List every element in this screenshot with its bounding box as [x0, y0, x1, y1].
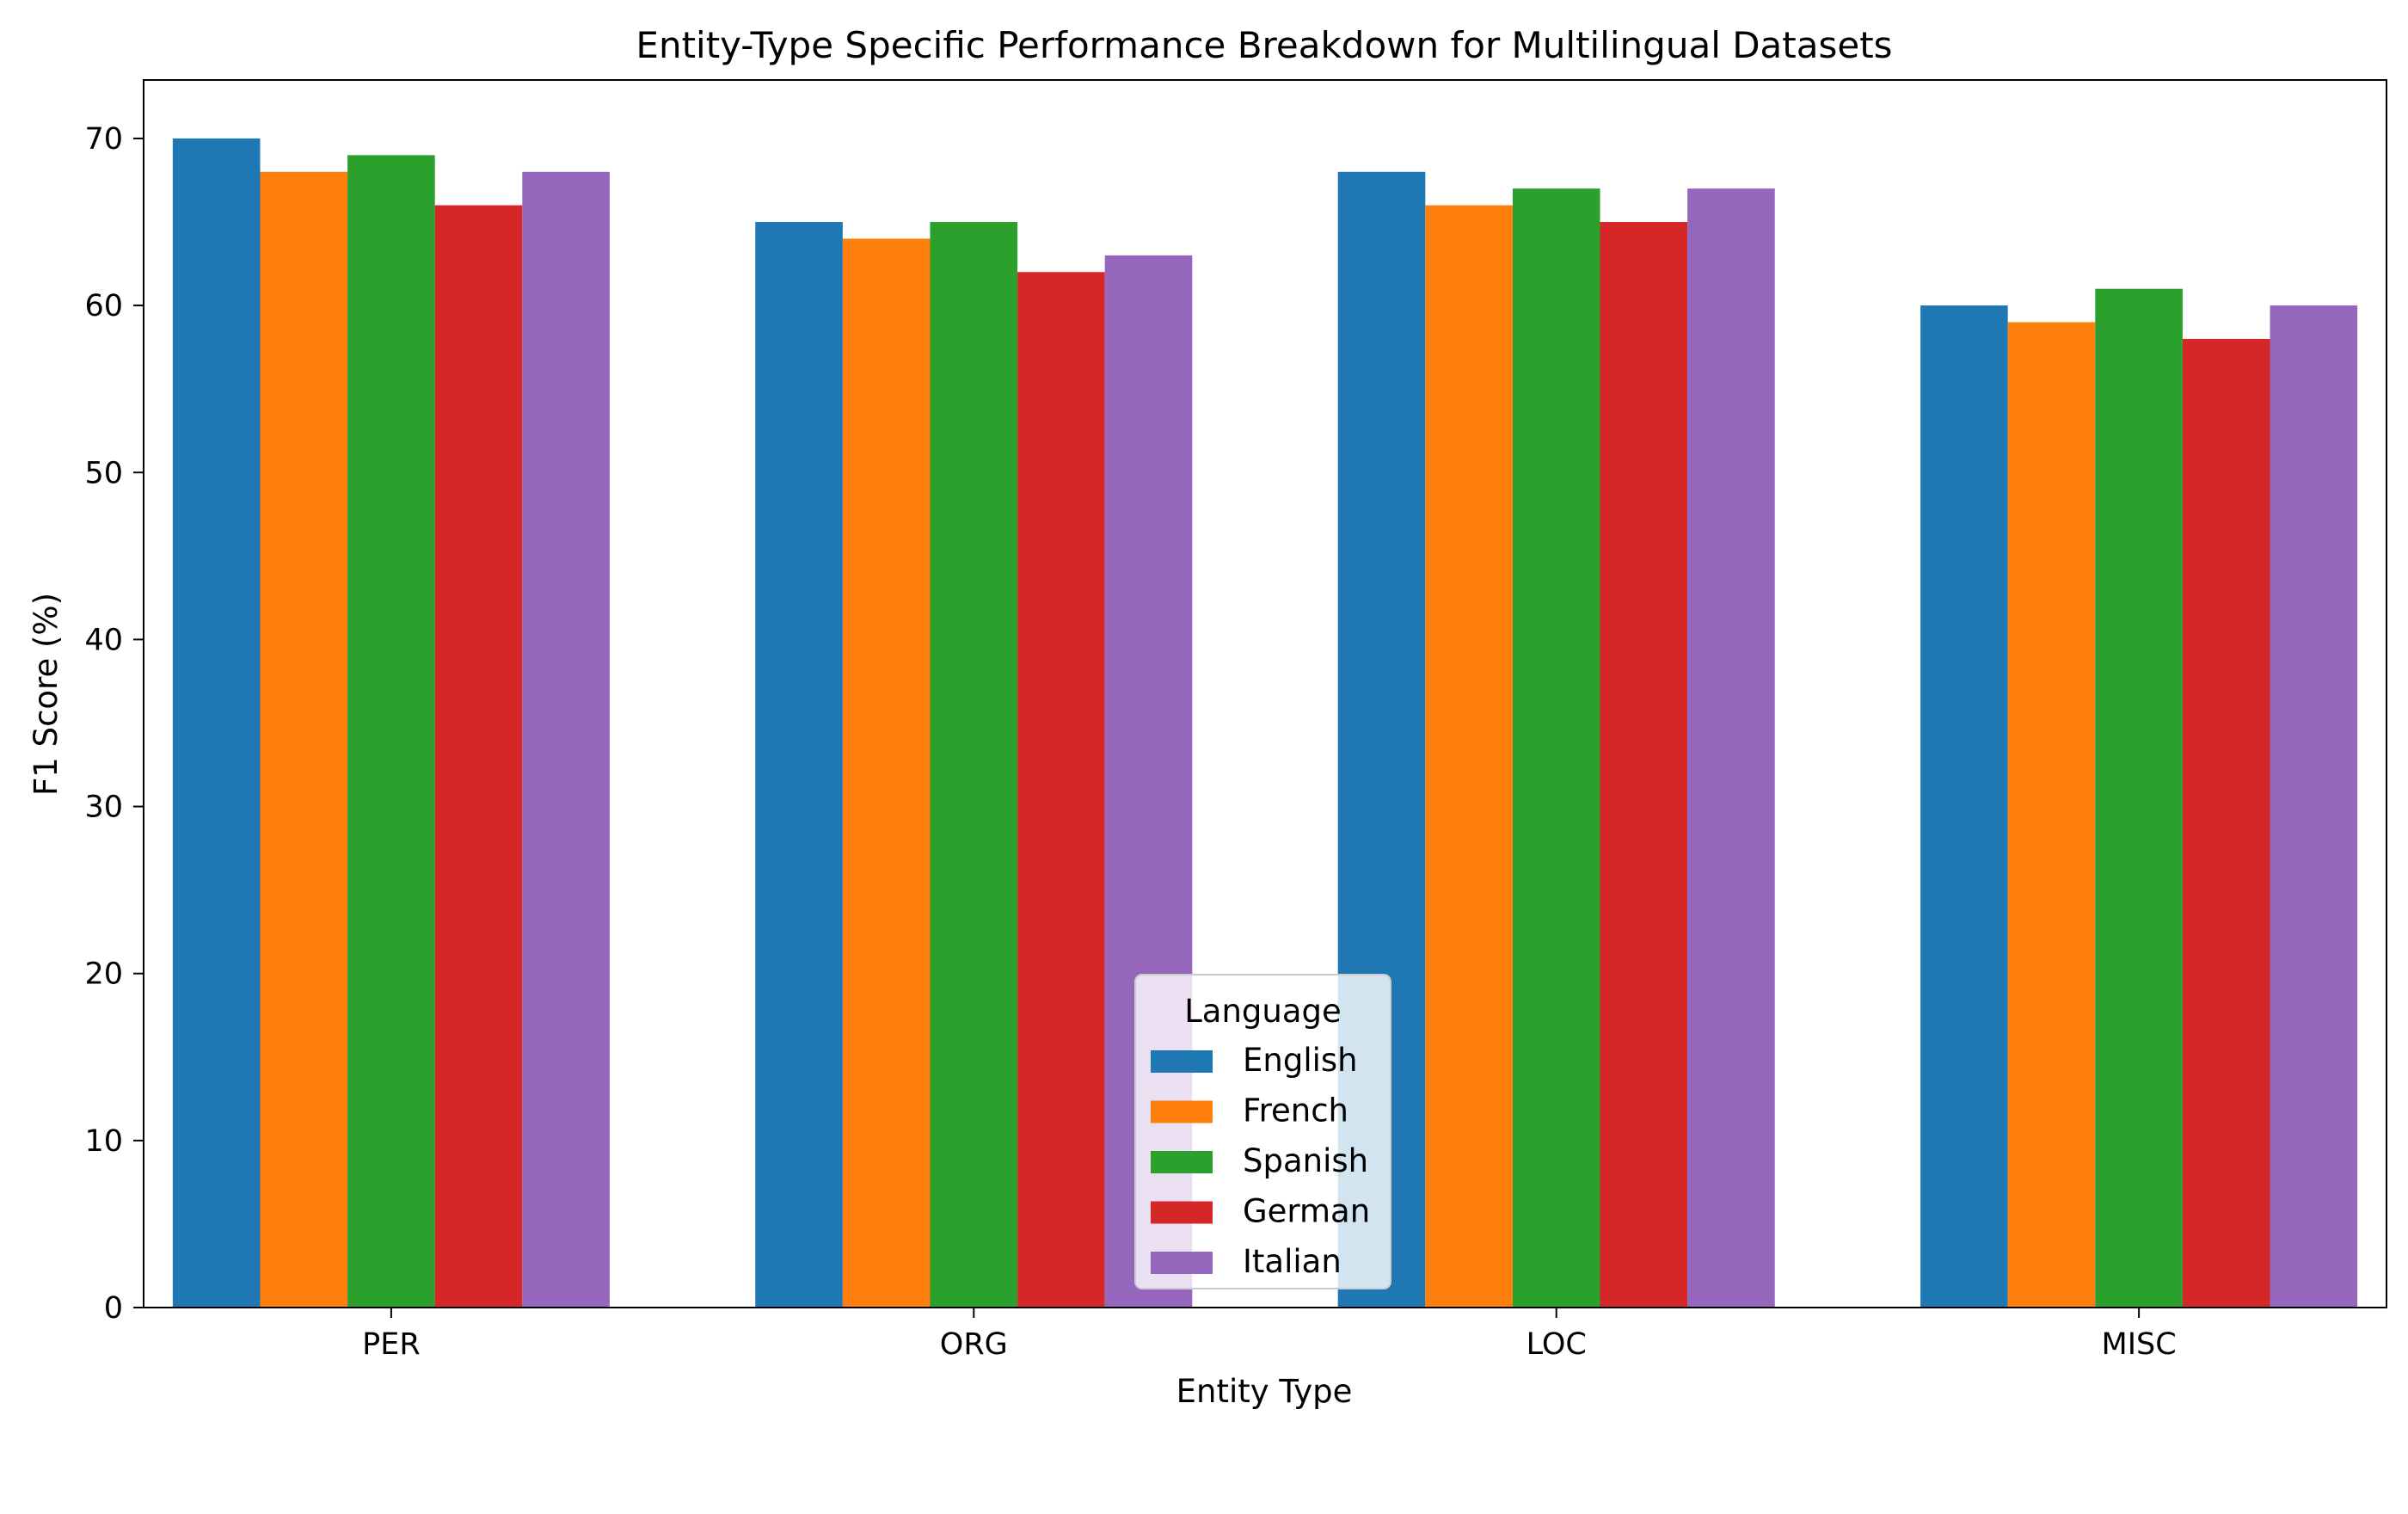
legend-label-german: German: [1243, 1193, 1370, 1230]
bar-german-loc: [1600, 222, 1688, 1308]
chart-title: Entity-Type Specific Performance Breakdo…: [636, 24, 1892, 66]
y-tick-label: 10: [84, 1124, 123, 1159]
x-tick-label-loc: LOC: [1526, 1327, 1587, 1362]
legend-title: Language: [1184, 993, 1342, 1030]
bar-french-org: [842, 238, 931, 1308]
plot-frame: [143, 79, 2387, 1308]
bar-french-per: [260, 171, 348, 1308]
axes-layer: 0 10 20 30 40 50 60 70 PER ORG LOC MISC: [84, 79, 2387, 1362]
bar-english-misc: [1920, 305, 2008, 1308]
legend-label-italian: Italian: [1243, 1243, 1342, 1280]
y-axis-label: F1 Score (%): [28, 593, 64, 796]
legend-label-spanish: Spanish: [1243, 1142, 1368, 1179]
y-tick-label: 0: [104, 1291, 123, 1326]
legend-swatch-italian: [1151, 1252, 1213, 1274]
bar-english-per: [172, 138, 261, 1308]
text-layer: Entity-Type Specific Performance Breakdo…: [28, 24, 1893, 1410]
x-tick-label-per: PER: [362, 1327, 421, 1362]
legend-label-english: English: [1243, 1042, 1358, 1079]
x-axis-label: Entity Type: [1176, 1373, 1353, 1410]
bar-german-misc: [2182, 338, 2270, 1308]
y-tick-label: 70: [84, 122, 123, 157]
legend-swatch-english: [1151, 1050, 1213, 1073]
legend-label-french: French: [1243, 1092, 1348, 1129]
bar-spanish-loc: [1512, 188, 1600, 1308]
bar-french-misc: [2007, 322, 2096, 1308]
legend-swatch-french: [1151, 1100, 1213, 1123]
bar-italian-per: [522, 171, 610, 1308]
bar-italian-loc: [1687, 188, 1775, 1308]
y-tick-label: 30: [84, 791, 123, 825]
legend-swatch-german: [1151, 1201, 1213, 1224]
bars-layer: [172, 138, 2358, 1308]
bar-spanish-misc: [2095, 288, 2183, 1308]
x-tick-label-org: ORG: [940, 1327, 1008, 1362]
x-tick-label-misc: MISC: [2102, 1327, 2177, 1362]
y-tick-label: 40: [84, 623, 123, 657]
bar-german-per: [434, 205, 523, 1308]
legend-swatch-spanish: [1151, 1151, 1213, 1173]
y-tick-label: 60: [84, 289, 123, 323]
bar-english-org: [755, 222, 843, 1308]
y-tick-label: 50: [84, 456, 123, 490]
legend: Language English French Spanish German Italia…: [1134, 974, 1391, 1289]
bar-italian-misc: [2270, 305, 2358, 1308]
y-tick-label: 20: [84, 957, 123, 992]
bar-german-org: [1017, 272, 1105, 1308]
bar-french-loc: [1425, 205, 1513, 1308]
bar-spanish-per: [347, 155, 435, 1308]
bar-spanish-org: [930, 222, 1018, 1308]
